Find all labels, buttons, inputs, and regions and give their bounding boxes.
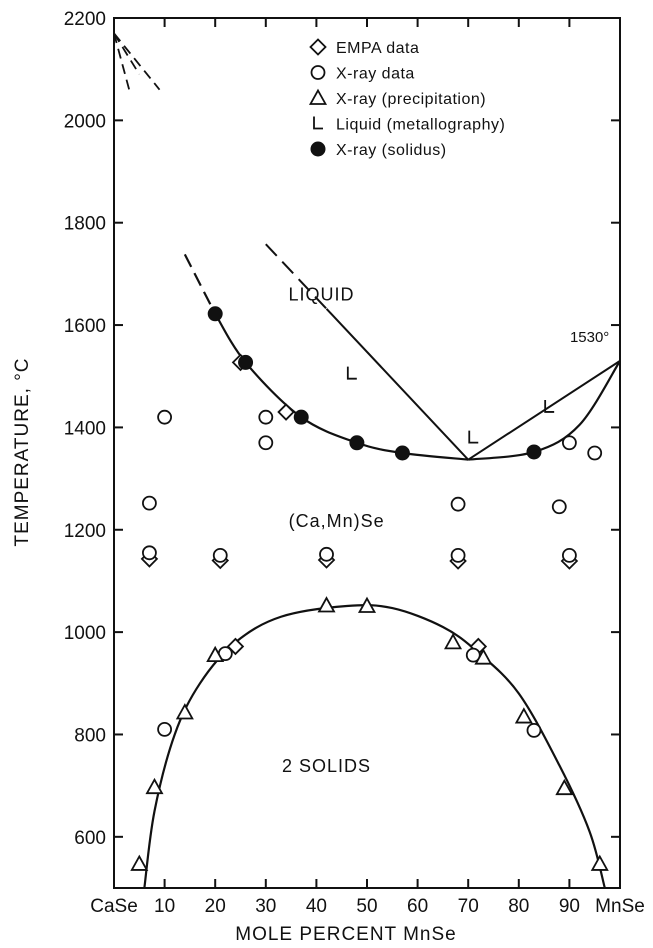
point-x-ray-precipitation (357, 596, 377, 613)
point-x-ray-data (450, 496, 466, 512)
point-liquid-metallography (544, 399, 555, 413)
point-x-ray-data (142, 545, 157, 561)
point-x-ray-data (526, 722, 542, 738)
y-tick-label: 600 (74, 828, 106, 849)
point-x-ray-solidus (526, 444, 542, 460)
x-tick-label: 90 (559, 896, 580, 917)
x-tick-label: 20 (205, 896, 226, 917)
y-tick-label: 2200 (64, 9, 106, 30)
point-x-ray-precipitation (206, 645, 225, 663)
point-x-ray-precipitation (514, 707, 533, 724)
y-tick-label: 1200 (64, 521, 106, 542)
solidus-right-curve (468, 360, 621, 461)
data-points (130, 306, 609, 871)
point-x-ray-data (551, 499, 567, 515)
legend-label-x-ray-precipitation: X-ray (precipitation) (336, 91, 486, 108)
x-tick-label: 10 (154, 896, 175, 917)
point-empa-data (277, 403, 295, 421)
liquidus-left-line (325, 308, 469, 461)
legend-marker-liquid-metallography (313, 116, 323, 130)
y-tick-label: 1600 (64, 316, 106, 337)
case-melting-dash (113, 32, 141, 75)
point-liquid-metallography (346, 366, 357, 380)
point-x-ray-precipitation (474, 648, 493, 665)
point-x-ray-precipitation (145, 777, 164, 795)
case-melting-dash (113, 33, 131, 90)
legend-marker-x-ray-solidus (310, 141, 326, 157)
point-x-ray-precipitation (130, 854, 149, 871)
y-tick-label: 2000 (64, 111, 106, 132)
legend-marker-x-ray-precipitation (308, 88, 328, 105)
x-tick-label: 80 (508, 896, 529, 917)
point-x-ray-data (157, 409, 173, 425)
region-labels: LIQUID (Ca,Mn)Se 2 SOLIDS 1530° (282, 284, 609, 775)
legend-label-liquid-metallography: Liquid (metallography) (336, 117, 505, 134)
x-axis-title: MOLE PERCENT MnSe (235, 924, 456, 945)
liquidus-left-dashed (265, 243, 328, 310)
y-tick-label: 1000 (64, 623, 106, 644)
legend-marker-x-ray-data (310, 65, 326, 80)
legend-marker-empa-data (309, 38, 327, 56)
point-x-ray-solidus (207, 306, 223, 322)
point-x-ray-data (258, 409, 274, 425)
x-tick-label: 40 (306, 896, 327, 917)
case-melting-dash (113, 32, 161, 91)
point-liquid-metallography (468, 430, 479, 444)
region-label: 2 SOLIDS (282, 756, 371, 776)
x-tick-label: 50 (356, 896, 377, 917)
x-tick-label: 70 (458, 896, 479, 917)
region-label: LIQUID (288, 284, 354, 304)
point-x-ray-data (450, 547, 466, 563)
point-x-ray-data (562, 547, 577, 563)
point-x-ray-precipitation (175, 703, 194, 720)
point-x-ray-data (562, 435, 577, 451)
y-axis-title: TEMPERATURE, °C (12, 357, 33, 546)
point-x-ray-solidus (238, 354, 254, 370)
region-label: (Ca,Mn)Se (289, 511, 385, 531)
x-tick-label: CaSe (90, 896, 138, 917)
point-x-ray-precipitation (317, 596, 336, 613)
point-x-ray-data (587, 445, 603, 461)
point-x-ray-solidus (394, 445, 410, 461)
point-x-ray-precipitation (590, 854, 609, 871)
solidus-left-dashed (183, 253, 217, 315)
y-tick-label: 800 (74, 725, 106, 746)
legend-label-x-ray-solidus: X-ray (solidus) (336, 142, 447, 159)
axis-ticks: 600 800 1000 1200 1400 1600 1800 2000 2200 CaSe 10… (64, 9, 645, 917)
legend-label-empa-data: EMPA data (336, 40, 419, 57)
annotation-label: 1530° (570, 329, 609, 346)
point-x-ray-solidus (349, 435, 365, 451)
point-x-ray-data (258, 435, 274, 451)
miscibility-gap-curve (143, 604, 606, 889)
solidus-left-curve (214, 313, 469, 461)
point-x-ray-data (319, 546, 334, 562)
x-tick-label: 60 (407, 896, 428, 917)
point-x-ray-precipitation (555, 778, 574, 796)
liquidus-right-line (467, 360, 621, 461)
y-tick-label: 1800 (64, 214, 106, 235)
x-tick-label: MnSe (595, 896, 645, 917)
point-x-ray-data (142, 495, 157, 511)
y-tick-label: 1400 (64, 418, 106, 439)
point-x-ray-data (157, 721, 173, 737)
point-x-ray-solidus (293, 409, 309, 425)
legend: EMPA data X-ray data X-ray (precipitation)… (308, 38, 505, 159)
point-x-ray-precipitation (443, 632, 463, 650)
legend-label-x-ray-data: X-ray data (336, 66, 415, 83)
x-tick-label: 30 (255, 896, 276, 917)
point-x-ray-data (212, 547, 228, 563)
